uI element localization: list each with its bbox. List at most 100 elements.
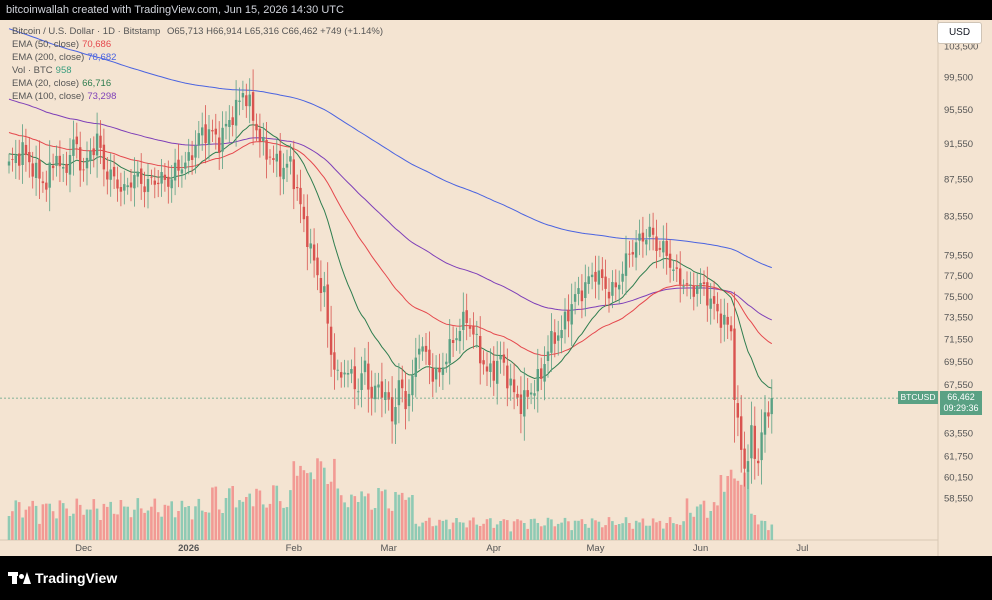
candle	[275, 138, 278, 178]
candle	[570, 283, 573, 346]
candle	[177, 143, 180, 188]
candle-body	[99, 135, 102, 148]
candle	[472, 312, 475, 349]
volume-bar	[465, 527, 468, 540]
candle	[329, 305, 333, 377]
volume-bar	[756, 524, 760, 540]
candle-body	[502, 354, 506, 363]
volume-bar	[645, 525, 648, 540]
candle-body	[587, 276, 590, 284]
candle	[668, 239, 672, 283]
candle	[299, 169, 302, 224]
candle	[150, 169, 153, 185]
candle-body	[55, 155, 58, 166]
time-tick-label: Jul	[796, 543, 808, 554]
candle-body	[65, 163, 68, 173]
price-tick-label: 77,500	[944, 271, 973, 282]
currency-button[interactable]: USD	[937, 22, 982, 44]
candle-body	[529, 392, 533, 395]
candle	[133, 157, 136, 207]
volume-bar	[99, 520, 102, 540]
volume-bar	[373, 508, 377, 540]
candle-body	[201, 127, 204, 136]
candle	[62, 154, 65, 182]
volume-bar	[509, 531, 512, 540]
candle-body	[160, 172, 163, 184]
candle-body	[268, 156, 272, 158]
candle	[431, 353, 434, 398]
candle	[187, 138, 190, 175]
candle	[7, 153, 11, 174]
candle-body	[363, 360, 367, 373]
candle-body	[757, 460, 760, 464]
candle-body	[82, 169, 85, 171]
candle-body	[238, 100, 241, 102]
candle	[11, 147, 14, 172]
candle	[31, 151, 34, 189]
time-axis[interactable]: Dec 2026 Feb Mar Apr May Jun Jul	[75, 543, 808, 554]
candle	[207, 115, 211, 160]
volume-bar	[217, 509, 221, 540]
candle	[465, 293, 468, 341]
volume-bar	[261, 504, 265, 540]
candle-body	[411, 375, 414, 396]
volume-bar	[197, 498, 201, 540]
candle-body	[543, 364, 546, 382]
price-tick-label: 63,550	[944, 429, 973, 440]
volume-bar	[743, 472, 746, 540]
candle	[262, 122, 265, 156]
volume-bar	[584, 524, 587, 540]
volume-bar	[34, 505, 38, 540]
candle	[553, 319, 556, 358]
candle-body	[357, 391, 360, 393]
legend-label: EMA (200, close)	[12, 52, 85, 63]
candle	[519, 376, 523, 434]
volume-bar	[116, 514, 119, 540]
candle-body	[584, 282, 587, 298]
candle-body	[316, 257, 319, 276]
candle	[462, 292, 465, 351]
legend-value: 73,298	[87, 91, 117, 102]
candle	[496, 341, 499, 405]
price-axis[interactable]: 103,500 99,500 95,550 91,550 87,550 83,550 79,…	[944, 41, 978, 504]
volume-bar	[526, 528, 529, 540]
volume-bar	[139, 508, 143, 540]
legend-row: EMA (100, close) 73,298	[12, 90, 383, 103]
volume-bar	[533, 518, 536, 540]
candle	[306, 194, 309, 271]
volume-bar	[563, 517, 567, 540]
candle	[360, 356, 363, 408]
candle-body	[231, 117, 234, 125]
legend-label: EMA (100, close)	[12, 91, 85, 102]
candle-body	[719, 313, 723, 328]
price-chart-svg[interactable]: 103,500 99,500 95,550 91,550 87,550 83,550 79,…	[0, 20, 992, 556]
candle	[750, 401, 753, 484]
candle-body	[102, 144, 106, 170]
candle-body	[167, 176, 170, 187]
candle-body	[445, 361, 448, 365]
candle	[757, 448, 760, 476]
candle	[146, 163, 150, 209]
candle-body	[353, 366, 356, 390]
volume-bar	[190, 519, 194, 540]
volume-bar	[346, 507, 350, 540]
candle-body	[214, 128, 217, 135]
candle	[546, 335, 550, 378]
candle	[346, 360, 350, 388]
candle-body	[475, 333, 478, 335]
candle	[726, 302, 729, 339]
volume-bar	[716, 505, 719, 540]
volume-bar	[282, 507, 285, 540]
candlesticks	[7, 69, 773, 489]
candle-body	[275, 153, 278, 162]
candle-body	[173, 162, 177, 181]
candle	[214, 113, 217, 150]
candle-body	[333, 352, 336, 370]
volume-bar	[573, 520, 577, 540]
volume-bar	[211, 487, 214, 540]
volume-bar	[45, 503, 48, 540]
candle-body	[309, 243, 312, 249]
volume-bar	[617, 524, 621, 540]
chart-panel[interactable]: 103,500 99,500 95,550 91,550 87,550 83,550 79,…	[0, 20, 992, 556]
candle-body	[299, 187, 302, 205]
